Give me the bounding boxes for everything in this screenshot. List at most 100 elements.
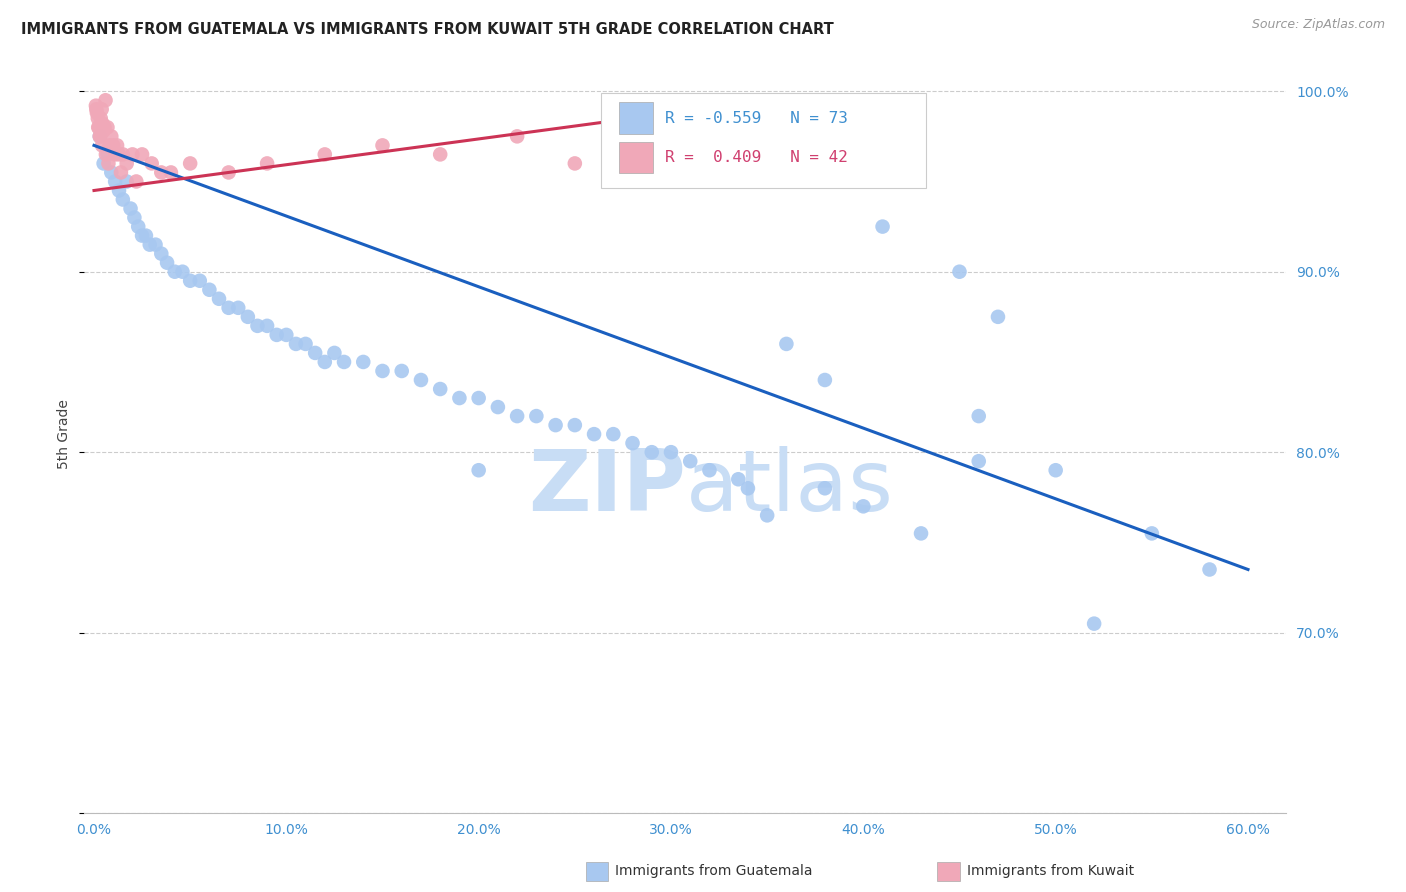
Point <box>641 445 664 459</box>
Text: R = -0.559   N = 73: R = -0.559 N = 73 <box>665 111 848 126</box>
Point <box>583 427 606 442</box>
Text: atlas: atlas <box>685 446 893 529</box>
Point <box>1198 562 1220 576</box>
Point <box>429 382 451 396</box>
Point <box>91 138 114 153</box>
Point <box>104 174 127 188</box>
Point <box>160 165 183 179</box>
Point <box>115 174 138 188</box>
Point <box>266 327 288 342</box>
Point <box>314 147 336 161</box>
Point <box>125 174 148 188</box>
Point <box>94 93 117 107</box>
Bar <box>619 142 652 173</box>
Point <box>139 237 162 252</box>
Point <box>467 463 489 477</box>
Point <box>91 117 114 131</box>
Point <box>352 355 374 369</box>
Text: ZIP: ZIP <box>527 446 685 529</box>
Point <box>86 106 108 120</box>
Point <box>93 120 115 135</box>
Point <box>467 391 489 405</box>
Point <box>98 138 121 153</box>
Point <box>156 255 179 269</box>
Point <box>391 364 413 378</box>
Point <box>87 120 110 135</box>
Point <box>100 165 122 179</box>
Point <box>218 165 240 179</box>
Text: Immigrants from Guatemala: Immigrants from Guatemala <box>614 864 813 879</box>
Point <box>679 454 702 468</box>
Point <box>93 124 115 138</box>
Point <box>323 346 346 360</box>
Point <box>814 481 837 495</box>
Point <box>94 147 117 161</box>
Point <box>852 500 875 514</box>
Point <box>699 463 721 477</box>
Point <box>987 310 1010 324</box>
Point <box>145 237 167 252</box>
Point <box>727 472 749 486</box>
Point <box>172 265 194 279</box>
Point <box>294 337 316 351</box>
FancyBboxPatch shape <box>602 93 925 188</box>
Bar <box>619 103 652 134</box>
Point <box>429 147 451 161</box>
Point <box>89 129 111 144</box>
Text: R =  0.409   N = 42: R = 0.409 N = 42 <box>665 150 848 165</box>
Point <box>218 301 240 315</box>
Point <box>103 138 125 153</box>
Point <box>304 346 326 360</box>
Point <box>150 246 173 260</box>
Point <box>141 156 163 170</box>
Point <box>506 409 529 423</box>
Point <box>256 156 278 170</box>
Point <box>89 129 111 144</box>
Point <box>967 409 990 423</box>
Point <box>1045 463 1067 477</box>
Point <box>104 147 127 161</box>
Point <box>150 165 173 179</box>
Point <box>659 445 682 459</box>
Point <box>948 265 970 279</box>
Point <box>198 283 221 297</box>
Point <box>775 337 797 351</box>
Point <box>276 327 298 342</box>
Point <box>333 355 356 369</box>
Point <box>105 138 128 153</box>
Point <box>84 98 107 112</box>
Point <box>449 391 471 405</box>
Point <box>1083 616 1105 631</box>
Point <box>108 184 131 198</box>
Point <box>108 147 131 161</box>
Point <box>110 165 132 179</box>
Point <box>236 310 259 324</box>
Point <box>1140 526 1163 541</box>
Point <box>621 436 644 450</box>
Y-axis label: 5th Grade: 5th Grade <box>58 400 72 469</box>
Point <box>602 427 624 442</box>
Point <box>131 228 153 243</box>
Point <box>124 211 146 225</box>
Point <box>208 292 231 306</box>
Text: Immigrants from Kuwait: Immigrants from Kuwait <box>966 864 1133 879</box>
Point <box>179 156 201 170</box>
Point <box>621 165 644 179</box>
Point <box>737 481 759 495</box>
Point <box>121 147 143 161</box>
Point <box>89 129 111 144</box>
Point <box>90 112 112 126</box>
Point <box>100 129 122 144</box>
Point <box>564 418 586 433</box>
Point <box>226 301 249 315</box>
Point <box>409 373 432 387</box>
Point <box>115 156 138 170</box>
Point <box>127 219 149 234</box>
Point <box>111 193 134 207</box>
Point <box>544 418 567 433</box>
Point <box>111 147 134 161</box>
Point <box>910 526 932 541</box>
Point <box>135 228 157 243</box>
Point <box>131 147 153 161</box>
Point <box>756 508 779 523</box>
